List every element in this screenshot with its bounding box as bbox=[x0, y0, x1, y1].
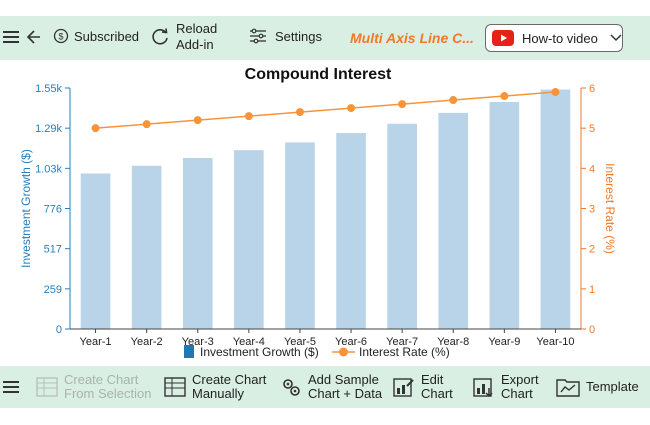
bar-year-2 bbox=[131, 165, 162, 329]
bar-year-5 bbox=[285, 142, 315, 329]
back-arrow-icon[interactable] bbox=[25, 29, 41, 45]
bar-year-6 bbox=[336, 133, 366, 329]
left-tick-label: 1.55k bbox=[35, 83, 62, 95]
x-tick-label: Year-10 bbox=[536, 336, 574, 348]
x-tick-label: Year-4 bbox=[233, 336, 265, 348]
bottom-toolbar: Create Chart From Selection Create Chart… bbox=[0, 366, 650, 408]
youtube-play-icon bbox=[492, 30, 514, 46]
create-from-selection-line2: From Selection bbox=[64, 386, 152, 401]
interest-point-year-7 bbox=[398, 100, 407, 109]
dollar-circle-icon: $ bbox=[53, 28, 69, 44]
reload-addin-button[interactable]: Reload Add-in bbox=[150, 21, 217, 53]
compound-interest-chart: Compound Interest 0 259 517 776 1.03k 1.29k 1.5… bbox=[19, 66, 617, 359]
export-chart-button[interactable]: Export Chart bbox=[473, 373, 539, 401]
create-from-selection-line1: Create Chart bbox=[64, 372, 139, 387]
subscribed-button[interactable]: $ Subscribed bbox=[53, 28, 139, 44]
table-edit-icon bbox=[164, 377, 186, 397]
legend-bar-swatch bbox=[184, 345, 194, 358]
left-tick-label: 517 bbox=[44, 244, 62, 256]
add-sample-chart-button[interactable]: Add Sample Chart + Data bbox=[280, 373, 382, 401]
bar-year-1 bbox=[80, 173, 111, 329]
gears-icon bbox=[283, 379, 300, 396]
right-axis-title: Interest Rate (%) bbox=[603, 163, 617, 254]
x-tick-label: Year-9 bbox=[488, 336, 520, 348]
bar-year-4 bbox=[234, 150, 264, 329]
top-toolbar: $ Subscribed Reload Add-in Settings Mult… bbox=[0, 16, 650, 60]
reload-label-line1: Reload bbox=[176, 21, 218, 36]
edit-line1: Edit bbox=[421, 372, 444, 387]
interest-point-year-5 bbox=[295, 108, 304, 117]
chart-title: Compound Interest bbox=[245, 66, 392, 83]
create-manually-line2: Manually bbox=[192, 386, 245, 401]
right-tick-label: 4 bbox=[589, 163, 595, 175]
chart-container: Compound Interest 0 259 517 776 1.03k 1.29k 1.5… bbox=[0, 60, 650, 366]
left-tick-label: 0 bbox=[56, 324, 62, 336]
bar-year-8 bbox=[438, 112, 469, 330]
edit-line2: Chart bbox=[421, 386, 453, 401]
legend-bar-label: Investment Growth ($) bbox=[200, 345, 319, 359]
app-title: Multi Axis Line C... bbox=[350, 30, 474, 46]
interest-rate-line bbox=[95, 91, 556, 129]
edit-chart-button[interactable]: Edit Chart bbox=[393, 373, 453, 401]
x-tick-label: Year-7 bbox=[386, 336, 418, 348]
interest-point-year-4 bbox=[244, 112, 253, 121]
sliders-icon bbox=[250, 28, 266, 44]
right-tick-label: 2 bbox=[589, 244, 595, 256]
table-chart-icon bbox=[36, 377, 58, 397]
left-tick-label: 259 bbox=[44, 284, 62, 296]
x-tick-label: Year-6 bbox=[335, 336, 367, 348]
template-button[interactable]: Template bbox=[556, 376, 639, 398]
bar-year-7 bbox=[387, 123, 417, 329]
interest-point-year-3 bbox=[193, 116, 202, 125]
left-axis-title: Investment Growth ($) bbox=[19, 149, 33, 268]
interest-point-year-9 bbox=[500, 92, 509, 101]
interest-point-year-1 bbox=[91, 124, 100, 133]
bottom-menu-icon[interactable] bbox=[2, 379, 20, 395]
x-tick-label: Year-2 bbox=[131, 336, 163, 348]
howto-label: How-to video bbox=[522, 30, 598, 46]
add-sample-line1: Add Sample bbox=[308, 372, 379, 387]
settings-label: Settings bbox=[275, 28, 322, 44]
bar-year-9 bbox=[489, 101, 520, 329]
interest-point-year-10 bbox=[551, 88, 560, 97]
create-chart-from-selection-button[interactable]: Create Chart From Selection bbox=[36, 373, 151, 401]
export-chart-icon bbox=[473, 378, 493, 398]
right-tick-label: 0 bbox=[589, 324, 595, 336]
x-tick-label: Year-1 bbox=[80, 336, 112, 348]
add-sample-line2: Chart + Data bbox=[308, 386, 383, 401]
right-tick-label: 3 bbox=[589, 204, 595, 216]
right-tick-label: 6 bbox=[589, 83, 595, 95]
legend-line-label: Interest Rate (%) bbox=[359, 345, 450, 359]
bar-year-3 bbox=[182, 157, 213, 329]
chevron-down-icon bbox=[610, 34, 622, 42]
howto-video-dropdown[interactable]: How-to video bbox=[485, 24, 623, 52]
svg-text:$: $ bbox=[58, 32, 63, 42]
bar-year-10 bbox=[540, 89, 571, 329]
left-tick-label: 1.03k bbox=[35, 163, 62, 175]
template-label: Template bbox=[586, 379, 639, 394]
reload-label-line2: Add-in bbox=[176, 37, 214, 52]
export-line2: Chart bbox=[501, 386, 533, 401]
template-icon bbox=[556, 379, 580, 397]
right-tick-label: 5 bbox=[589, 123, 595, 135]
settings-button[interactable]: Settings bbox=[249, 28, 322, 44]
interest-point-year-6 bbox=[347, 104, 356, 113]
x-tick-label: Year-8 bbox=[437, 336, 469, 348]
subscribed-label: Subscribed bbox=[74, 28, 140, 44]
x-tick-label: Year-5 bbox=[284, 336, 316, 348]
left-tick-label: 776 bbox=[44, 204, 62, 216]
interest-point-year-8 bbox=[449, 96, 458, 105]
reload-icon bbox=[152, 28, 168, 45]
interest-point-year-2 bbox=[142, 120, 151, 129]
edit-chart-icon bbox=[393, 378, 414, 397]
left-tick-label: 1.29k bbox=[35, 123, 62, 135]
export-line1: Export bbox=[501, 372, 539, 387]
legend-line-marker bbox=[339, 347, 348, 357]
hamburger-menu-icon[interactable] bbox=[2, 29, 20, 45]
create-chart-manually-button[interactable]: Create Chart Manually bbox=[164, 373, 266, 401]
create-manually-line1: Create Chart bbox=[192, 372, 267, 387]
right-tick-label: 1 bbox=[589, 284, 595, 296]
